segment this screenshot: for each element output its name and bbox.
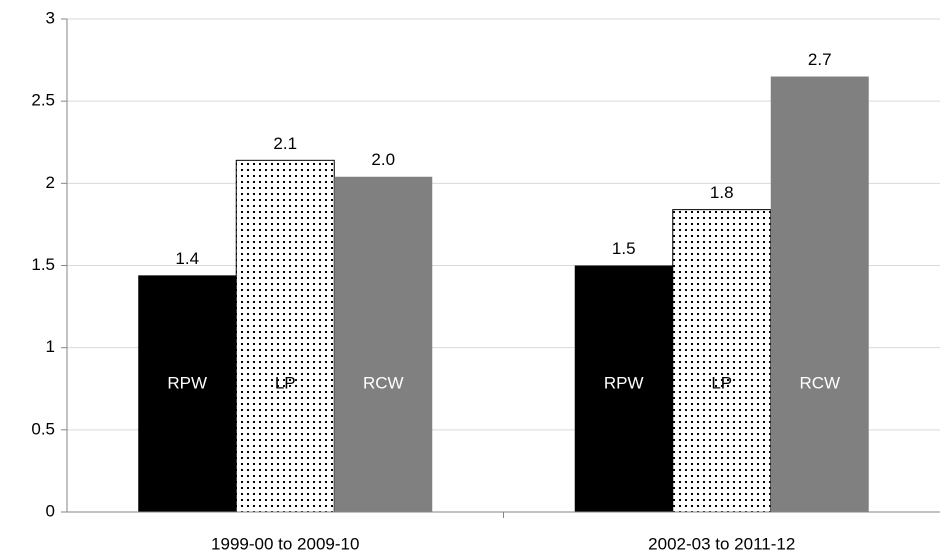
series-label: RPW [167, 373, 207, 392]
bar [138, 275, 237, 512]
y-tick-label: 1 [46, 337, 55, 356]
bar [672, 209, 772, 513]
series-label: LP [711, 373, 732, 392]
bar [235, 159, 335, 513]
x-tick-label: 2002-03 to 2011-12 [648, 534, 795, 553]
series-label: LP [275, 373, 296, 392]
y-tick-label: 2 [46, 173, 55, 192]
value-label: 2.1 [273, 134, 297, 153]
y-tick-label: 2.5 [31, 91, 55, 110]
value-label: 1.4 [175, 249, 199, 268]
value-label: 2.7 [808, 50, 832, 69]
series-label: RPW [604, 373, 644, 392]
y-tick-label: 1.5 [31, 255, 55, 274]
series-label: RCW [799, 373, 840, 392]
value-label: 1.5 [612, 239, 636, 258]
x-tick-label: 1999-00 to 2009-10 [211, 534, 359, 553]
series-label: RCW [363, 373, 404, 392]
y-tick-label: 3 [46, 8, 55, 27]
value-label: 1.8 [710, 183, 734, 202]
bar [574, 265, 673, 512]
value-label: 2.0 [371, 150, 395, 169]
bar [334, 176, 433, 512]
bar [770, 76, 869, 513]
y-tick-label: 0.5 [31, 419, 55, 438]
y-tick-label: 0 [46, 501, 55, 520]
